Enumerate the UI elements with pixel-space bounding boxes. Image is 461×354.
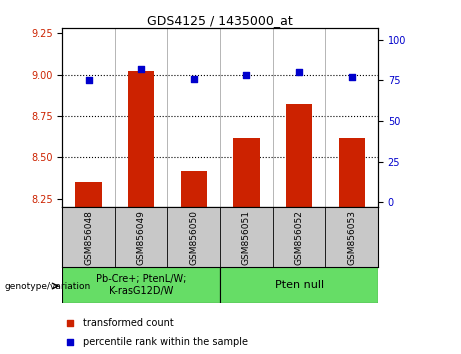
Point <box>137 66 145 72</box>
Point <box>348 74 355 80</box>
Text: GSM856051: GSM856051 <box>242 210 251 265</box>
Bar <box>76 182 102 207</box>
Text: GSM856049: GSM856049 <box>136 210 146 265</box>
Point <box>288 80 296 86</box>
FancyBboxPatch shape <box>62 267 220 303</box>
Text: GSM856050: GSM856050 <box>189 210 198 265</box>
Point <box>288 250 296 256</box>
Text: transformed count: transformed count <box>83 318 173 328</box>
Bar <box>128 72 154 207</box>
Bar <box>233 138 260 207</box>
Text: GSM856048: GSM856048 <box>84 210 93 265</box>
Point <box>190 76 197 81</box>
Bar <box>338 138 365 207</box>
Text: genotype/variation: genotype/variation <box>5 281 91 291</box>
Bar <box>286 104 312 207</box>
Text: GSM856052: GSM856052 <box>295 210 304 265</box>
FancyBboxPatch shape <box>220 267 378 303</box>
Text: GSM856053: GSM856053 <box>347 210 356 265</box>
Title: GDS4125 / 1435000_at: GDS4125 / 1435000_at <box>147 14 293 27</box>
Point <box>85 78 92 83</box>
Text: Pten null: Pten null <box>274 280 324 290</box>
Text: Pb-Cre+; PtenL/W;
K-rasG12D/W: Pb-Cre+; PtenL/W; K-rasG12D/W <box>96 274 186 296</box>
Point <box>296 69 303 75</box>
Bar <box>181 171 207 207</box>
Point <box>243 73 250 78</box>
Text: percentile rank within the sample: percentile rank within the sample <box>83 337 248 347</box>
